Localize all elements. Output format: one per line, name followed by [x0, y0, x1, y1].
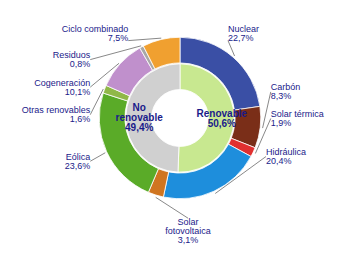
svg-text:Eólica23,6%: Eólica23,6% — [65, 152, 91, 171]
svg-text:Nuclear22,7%: Nuclear22,7% — [228, 24, 259, 43]
svg-text:Residuos0,8%: Residuos0,8% — [53, 50, 91, 69]
svg-text:Hidráulica20,4%: Hidráulica20,4% — [266, 147, 306, 166]
svg-text:Ciclo combinado7,5%: Ciclo combinado7,5% — [62, 24, 129, 43]
svg-text:Carbón8,3%: Carbón8,3% — [271, 82, 301, 101]
svg-text:Solar térmica1,9%: Solar térmica1,9% — [271, 109, 324, 128]
svg-text:Renovable50,6%: Renovable50,6% — [197, 108, 248, 129]
svg-text:Cogeneración10,1%: Cogeneración10,1% — [34, 78, 90, 97]
svg-text:Otras renovables1,6%: Otras renovables1,6% — [22, 105, 91, 124]
svg-text:Solarfotovoltaica3,1%: Solarfotovoltaica3,1% — [165, 217, 211, 245]
svg-text:Norenovable49,4%: Norenovable49,4% — [116, 102, 164, 133]
